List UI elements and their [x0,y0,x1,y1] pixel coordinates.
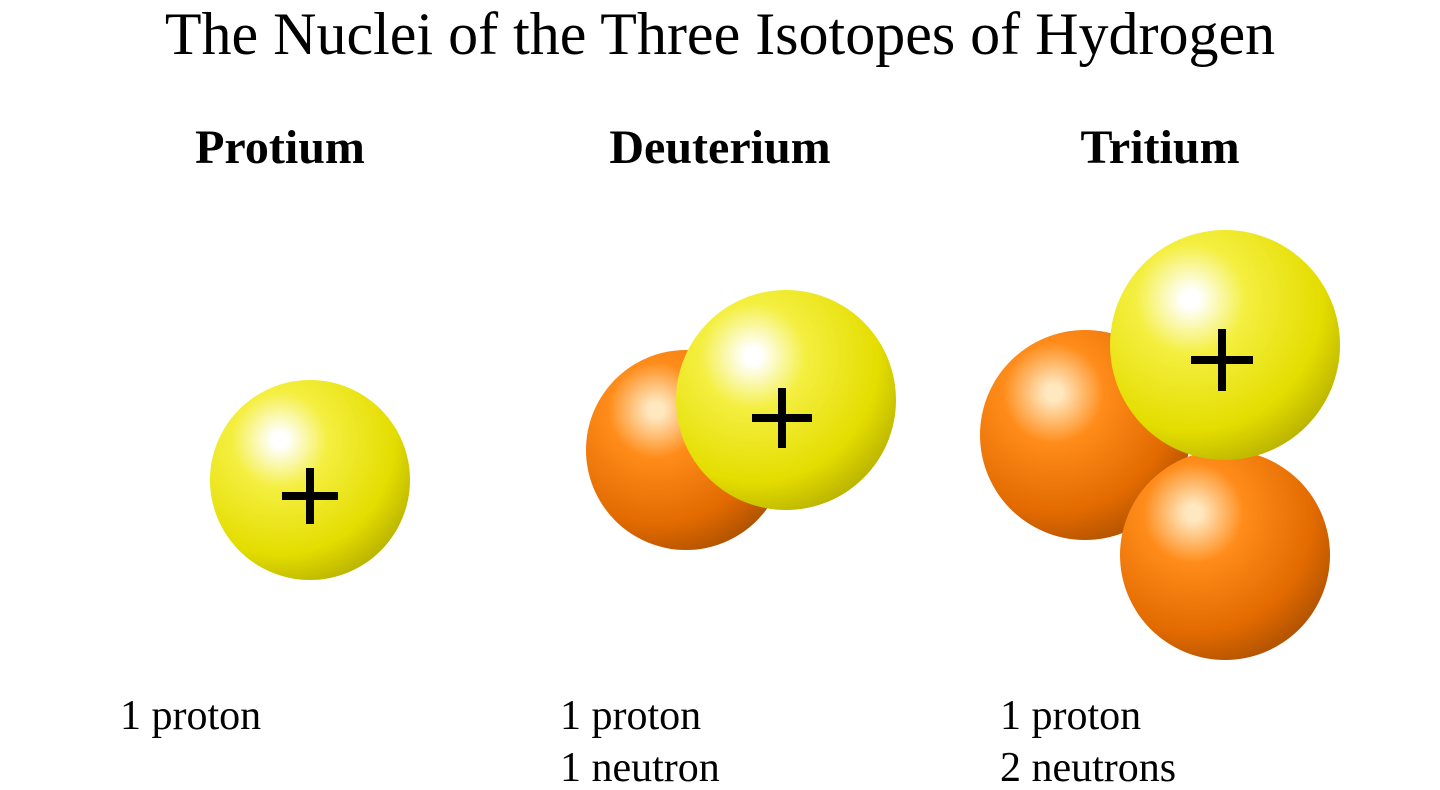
caption: 1 proton2 neutrons [940,690,1380,790]
nucleus-column [500,200,940,670]
proton-icon [676,290,896,510]
captions-row: 1 proton1 proton1 neutron1 proton2 neutr… [0,690,1440,790]
nucleus-column [940,200,1380,670]
isotope-column: Tritium [940,120,1380,175]
nucleus-stage [940,200,1380,670]
neutron-icon [1120,450,1330,660]
isotope-name: Deuterium [500,120,940,175]
isotope-column: Protium [60,120,500,175]
isotope-name: Tritium [940,120,1380,175]
page-title: The Nuclei of the Three Isotopes of Hydr… [0,0,1440,69]
nucleus-stage [60,200,500,670]
caption-line: 2 neutrons [1000,742,1176,790]
diagram-root: The Nuclei of the Three Isotopes of Hydr… [0,0,1440,790]
proton-icon [210,380,410,580]
nucleus-column [60,200,500,670]
caption-line: 1 proton [1000,690,1141,742]
caption-line: 1 proton [560,690,701,742]
nucleus-stage [500,200,940,670]
isotope-labels-row: ProtiumDeuteriumTritium [0,120,1440,175]
caption-line: 1 neutron [560,742,720,790]
nucleus-stage-row [0,200,1440,670]
caption: 1 proton1 neutron [500,690,940,790]
caption: 1 proton [60,690,500,790]
isotope-name: Protium [60,120,500,175]
proton-icon [1110,230,1340,460]
caption-line: 1 proton [120,690,261,742]
isotope-column: Deuterium [500,120,940,175]
